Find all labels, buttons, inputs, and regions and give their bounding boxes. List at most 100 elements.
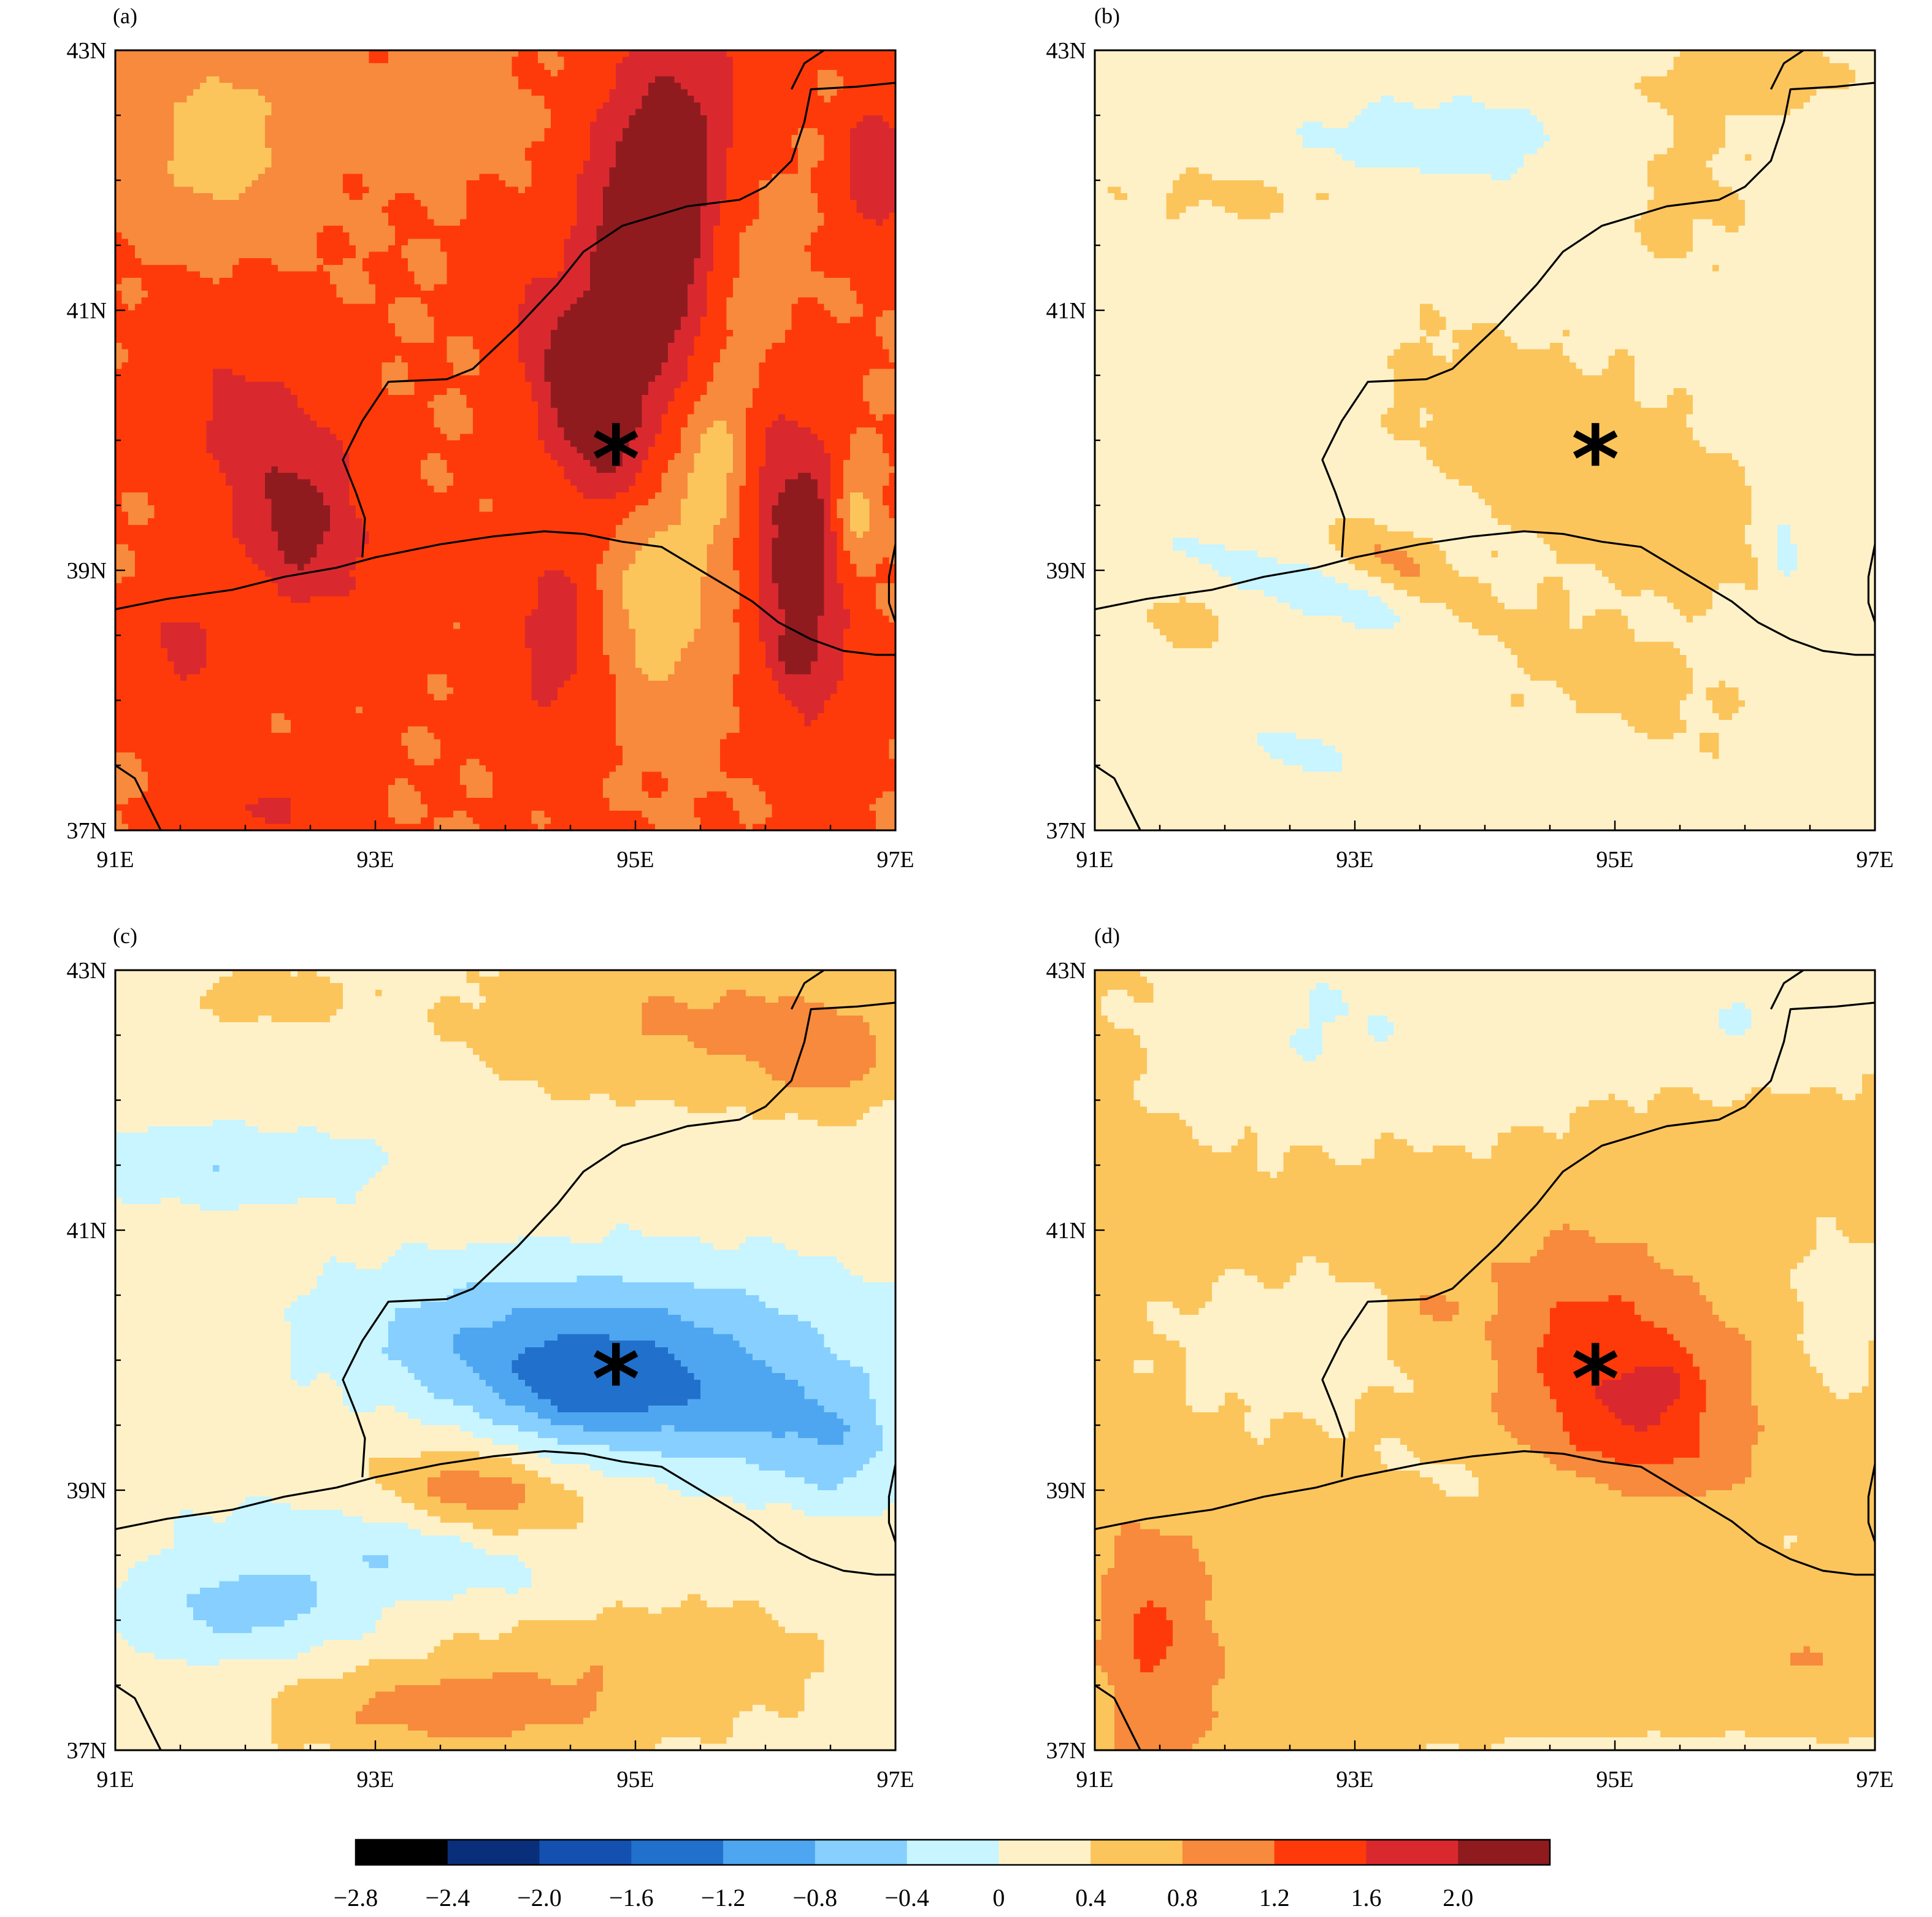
contour-cell [740,622,759,629]
contour-cell [603,193,707,200]
contour-cell [1348,122,1544,129]
contour-cell [291,1373,317,1380]
contour-cell [440,752,623,759]
panel-c-xtick-95E: 95E [616,1767,654,1793]
contour-cell [1719,1315,1804,1322]
contour-cell [746,453,765,460]
contour-cell [785,415,876,421]
contour-cell [753,220,824,226]
contour-cell [720,213,759,220]
contour-cell [1114,1562,1206,1569]
contour-cell [694,1321,811,1328]
contour-cell [1543,128,1674,135]
contour-cell [583,291,688,297]
contour-cell [115,388,213,395]
contour-cell [1582,616,1628,622]
contour-cell [174,1536,460,1542]
contour-cell [1283,200,1647,207]
contour-cell [856,427,876,434]
contour-cell [765,1503,792,1510]
contour-cell [551,330,675,337]
contour-cell [1095,1445,1374,1452]
contour-cell [700,583,740,590]
contour-cell [558,50,629,57]
contour-cell [1095,427,1388,434]
contour-cell [1140,970,1875,977]
contour-cell [1420,323,1446,330]
contour-cell [1095,798,1876,805]
contour-cell [1192,1536,1784,1542]
contour-cell [271,1737,662,1744]
contour-cell [213,278,220,285]
contour-cell [350,232,396,239]
contour-cell [843,635,895,642]
contour-cell [733,285,850,291]
contour-cell [1167,1653,1225,1659]
contour-cell [1095,726,1635,733]
contour-cell [434,694,447,700]
contour-cell [675,996,721,1003]
contour-cell [135,1646,311,1653]
contour-cell [551,70,558,77]
contour-cell [1478,1490,1622,1497]
contour-cell [746,447,765,454]
contour-cell [122,297,142,304]
contour-cell [1095,63,1674,70]
contour-cell [850,622,896,629]
contour-cell [115,1373,291,1380]
contour-cell [1095,772,1876,779]
contour-cell [447,252,564,259]
contour-cell [1635,356,1876,362]
contour-cell [1342,155,1524,161]
panel-d-xtick-93E: 93E [1336,1767,1373,1793]
contour-cell [1719,713,1733,720]
contour-cell [1687,616,1693,622]
contour-cell [388,798,421,805]
contour-cell [1413,1386,1498,1393]
contour-cell [778,583,824,590]
contour-cell [1257,1438,1264,1445]
contour-cell [115,180,174,187]
contour-cell [291,798,389,805]
contour-cell [128,350,447,356]
location-marker: * [592,1326,640,1433]
contour-cell [1524,694,1570,700]
contour-cell [1322,1146,1374,1152]
contour-cell [271,1731,427,1737]
contour-cell [668,778,753,785]
contour-cell [1777,531,1791,538]
contour-cell [1095,740,1258,746]
contour-cell [1557,1302,1635,1309]
contour-cell [141,258,239,265]
contour-cell [1199,200,1213,207]
contour-cell [1673,1399,1706,1406]
contour-cell [297,1126,317,1133]
contour-cell [239,538,278,545]
contour-cell [726,304,792,310]
contour-cell [1790,1276,1875,1282]
contour-cell [1114,1555,1199,1562]
contour-cell [271,505,330,512]
contour-cell [837,570,857,577]
contour-cell [603,635,636,642]
contour-cell [1452,564,1596,570]
contour-cell [596,583,623,590]
contour-cell [408,239,441,245]
contour-cell [824,545,837,551]
contour-cell [1179,596,1186,603]
contour-cell [1283,206,1647,213]
contour-cell [1680,1341,1752,1347]
contour-cell [1706,610,1875,616]
contour-cell [388,1353,460,1360]
contour-cell [876,317,895,324]
contour-cell [1225,1666,1876,1672]
contour-cell [1420,1308,1459,1315]
contour-cell [1095,977,1147,984]
contour-cell [375,291,525,297]
contour-cell [1712,707,1739,714]
contour-cell [694,350,720,356]
contour-cell [798,1315,896,1322]
contour-cell [1654,155,1713,161]
contour-cell [1492,1341,1544,1347]
contour-cell [1095,1035,1141,1042]
